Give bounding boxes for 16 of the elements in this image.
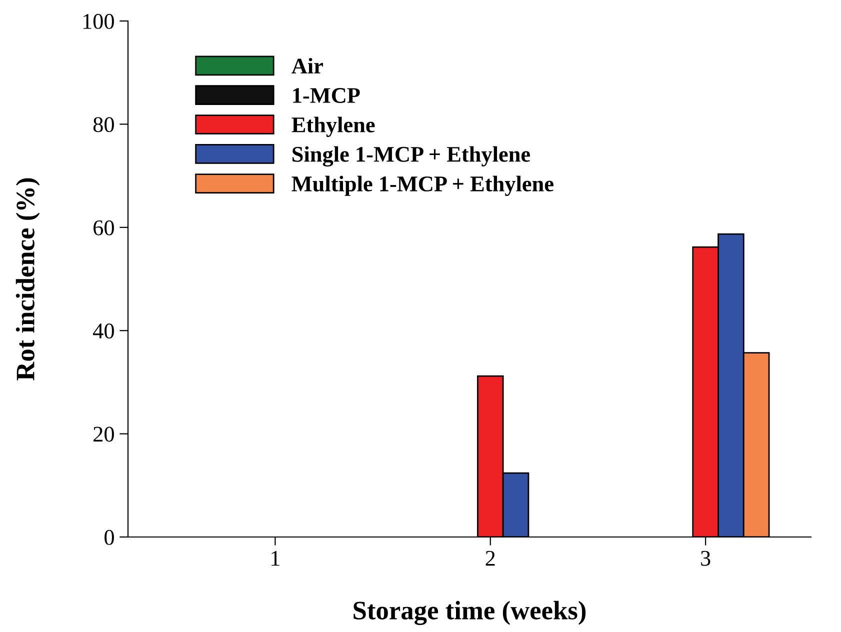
- legend-label: 1-MCP: [293, 88, 360, 103]
- legend-label: Multiple 1-MCP + Ethylene: [292, 176, 554, 196]
- y-tick-label: 40: [93, 324, 114, 339]
- legend-label: Ethylene: [292, 116, 375, 137]
- y-tick-label: 20: [94, 426, 114, 442]
- y-tick-label: 60: [94, 220, 114, 236]
- y-tick-label: 0: [104, 530, 114, 545]
- x-axis-title: Storage time (weeks): [354, 600, 586, 626]
- x-tick-label: 3: [701, 550, 710, 566]
- legend-label: Single 1-MCP + Ethylene: [292, 146, 530, 167]
- x-tick-label: 1: [272, 550, 280, 566]
- y-tick-label: 100: [83, 14, 114, 29]
- x-tick-label: 2: [486, 550, 495, 566]
- legend-label: Air: [292, 58, 323, 74]
- y-tick-label: 80: [93, 117, 114, 132]
- y-axis-title: Rot incidence (%): [16, 178, 40, 380]
